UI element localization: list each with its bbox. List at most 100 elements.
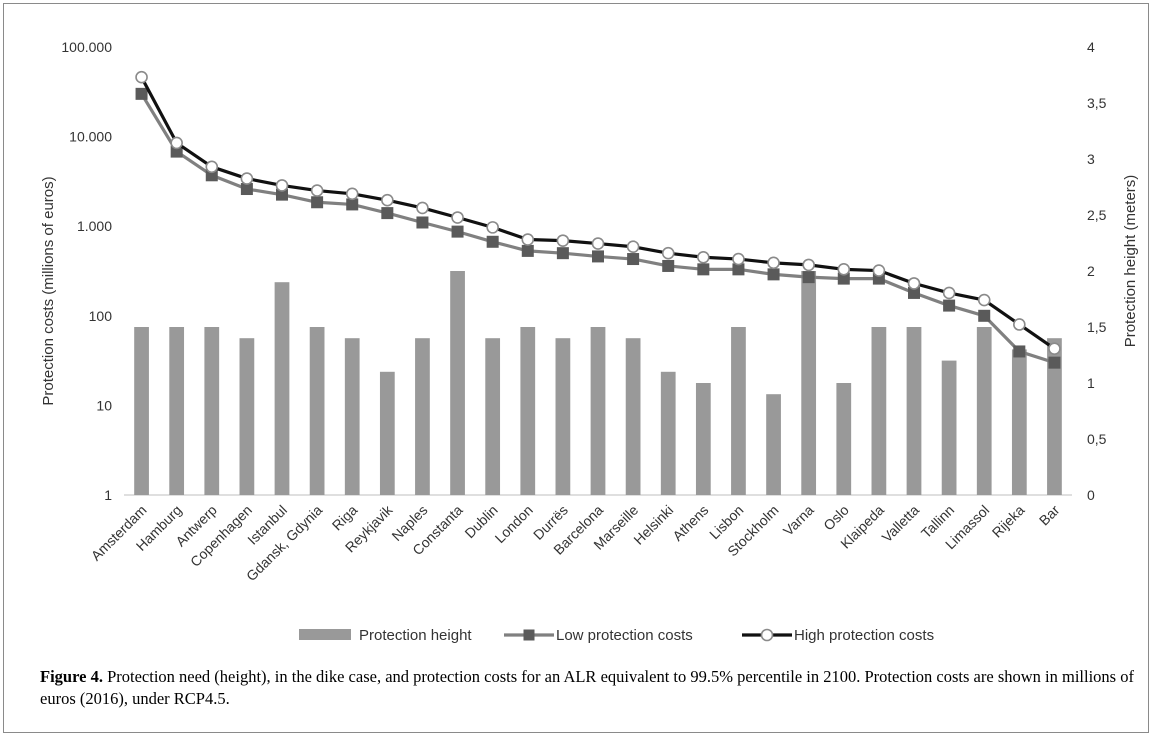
marker-low-cost: [662, 259, 675, 272]
marker-high-cost: [275, 179, 289, 192]
marker-low-cost: [416, 216, 429, 229]
marker-low-cost: [697, 263, 710, 276]
y-left-tick-label: 100: [89, 308, 113, 324]
marker-low-cost: [732, 263, 745, 276]
caption-label: Figure 4.: [40, 667, 103, 686]
bar-protection-height: [134, 327, 149, 495]
x-tick-label: Bar: [1036, 502, 1063, 529]
bar-protection-height: [309, 327, 325, 495]
bar-protection-height: [976, 327, 992, 495]
x-tick-label: Helsinki: [630, 502, 676, 548]
marker-high-cost: [486, 221, 499, 234]
marker-high-cost: [626, 240, 640, 254]
marker-low-cost: [346, 198, 359, 211]
marker-low-cost: [767, 268, 780, 281]
y-left-tick-label: 10.000: [69, 129, 112, 145]
marker-high-cost: [135, 70, 148, 84]
marker-low-cost: [486, 235, 499, 248]
marker-low-cost: [943, 299, 956, 312]
bar-protection-height: [941, 360, 957, 495]
legend-marker-high-cost: [760, 628, 774, 642]
bar-protection-height: [1047, 338, 1062, 495]
y-right-tick-label: 3,5: [1087, 95, 1107, 111]
x-tick-label: Rijeka: [989, 502, 1028, 541]
bar-protection-height: [695, 383, 711, 495]
marker-low-cost: [627, 253, 640, 266]
legend-swatch-protection-height: [299, 629, 351, 640]
caption-text: Protection need (height), in the dike ca…: [40, 667, 1134, 708]
x-tick-label: London: [492, 502, 536, 546]
marker-low-cost: [592, 250, 604, 263]
marker-high-cost: [1013, 318, 1026, 331]
marker-high-cost: [767, 256, 780, 270]
marker-low-cost: [978, 309, 991, 322]
figure-frame: 1 10 100 1.000 10.000 100.000 0 0,5 1 1,5 2 2,5 3 3,5…: [3, 3, 1149, 733]
y-right-axis-title: Protection height (meters): [1122, 175, 1139, 348]
bar-protection-height: [871, 327, 887, 495]
x-tick-label: Oslo: [820, 502, 852, 534]
marker-high-cost: [381, 193, 394, 207]
chart: 1 10 100 1.000 10.000 100.000 0 0,5 1 1,5 2 2,5 3 3,5…: [40, 39, 1139, 644]
marker-low-cost: [802, 271, 815, 284]
bar-protection-height: [836, 383, 852, 495]
marker-high-cost: [591, 237, 605, 250]
bar-protection-height: [766, 394, 781, 495]
y-right-tick-label: 2: [1087, 263, 1095, 279]
y-left-tick-label: 10: [96, 397, 112, 413]
y-left-tick-label: 100.000: [61, 39, 112, 55]
bar-protection-height: [906, 327, 922, 495]
bar-protection-height: [450, 271, 465, 495]
bar-protection-height: [274, 282, 290, 495]
y-right-tick-label: 3: [1087, 151, 1095, 167]
marker-high-cost: [872, 264, 886, 277]
y-left-tick-label: 1.000: [77, 218, 112, 234]
y-left-axis-title: Protection costs (millions of euros): [40, 176, 57, 405]
marker-low-cost: [311, 196, 324, 209]
marker-high-cost: [240, 172, 254, 185]
legend-label-low-cost: Low protection costs: [556, 627, 693, 644]
x-tick-label: Valletta: [879, 502, 923, 546]
marker-high-cost: [907, 277, 921, 290]
bar-protection-height: [415, 338, 430, 495]
bar-protection-height: [555, 338, 571, 495]
bar-protection-height: [485, 338, 501, 495]
marker-low-cost: [1013, 345, 1026, 358]
marker-high-cost: [802, 258, 815, 272]
bar-protection-height: [169, 327, 185, 495]
y-right-tick-label: 0: [1087, 487, 1095, 503]
marker-high-cost: [205, 160, 219, 174]
marker-high-cost: [170, 136, 183, 150]
x-tick-label: Varna: [780, 502, 817, 539]
y-left-tick-label: 1: [104, 487, 112, 503]
marker-high-cost: [977, 293, 991, 307]
bar-protection-height: [239, 338, 255, 495]
bar-protection-height: [731, 327, 746, 495]
x-tick-label: Athens: [669, 502, 711, 544]
marker-low-cost: [451, 225, 464, 238]
legend-label-high-cost: High protection costs: [794, 627, 934, 644]
marker-high-cost: [837, 263, 851, 276]
bar-protection-height: [204, 327, 220, 495]
marker-high-cost: [345, 187, 359, 201]
x-tick-label: Riga: [329, 502, 361, 534]
marker-high-cost: [556, 234, 570, 247]
marker-high-cost: [661, 246, 675, 260]
marker-low-cost: [135, 87, 148, 100]
marker-low-cost: [521, 244, 534, 257]
legend-label-protection-height: Protection height: [359, 627, 472, 644]
y-right-tick-label: 4: [1087, 39, 1095, 55]
marker-high-cost: [697, 250, 710, 264]
marker-low-cost: [381, 207, 394, 220]
marker-high-cost: [521, 233, 535, 246]
marker-low-cost: [240, 183, 253, 196]
marker-high-cost: [416, 201, 429, 215]
marker-high-cost: [451, 211, 464, 224]
marker-high-cost: [1048, 342, 1061, 355]
marker-high-cost: [310, 184, 324, 197]
x-tick-label: Amsterdam: [88, 502, 150, 564]
bar-protection-height: [801, 271, 817, 495]
y-right-tick-label: 1,5: [1087, 319, 1107, 335]
bar-protection-height: [660, 371, 676, 495]
legend-marker-low-cost: [523, 629, 535, 641]
marker-high-cost: [732, 252, 745, 266]
